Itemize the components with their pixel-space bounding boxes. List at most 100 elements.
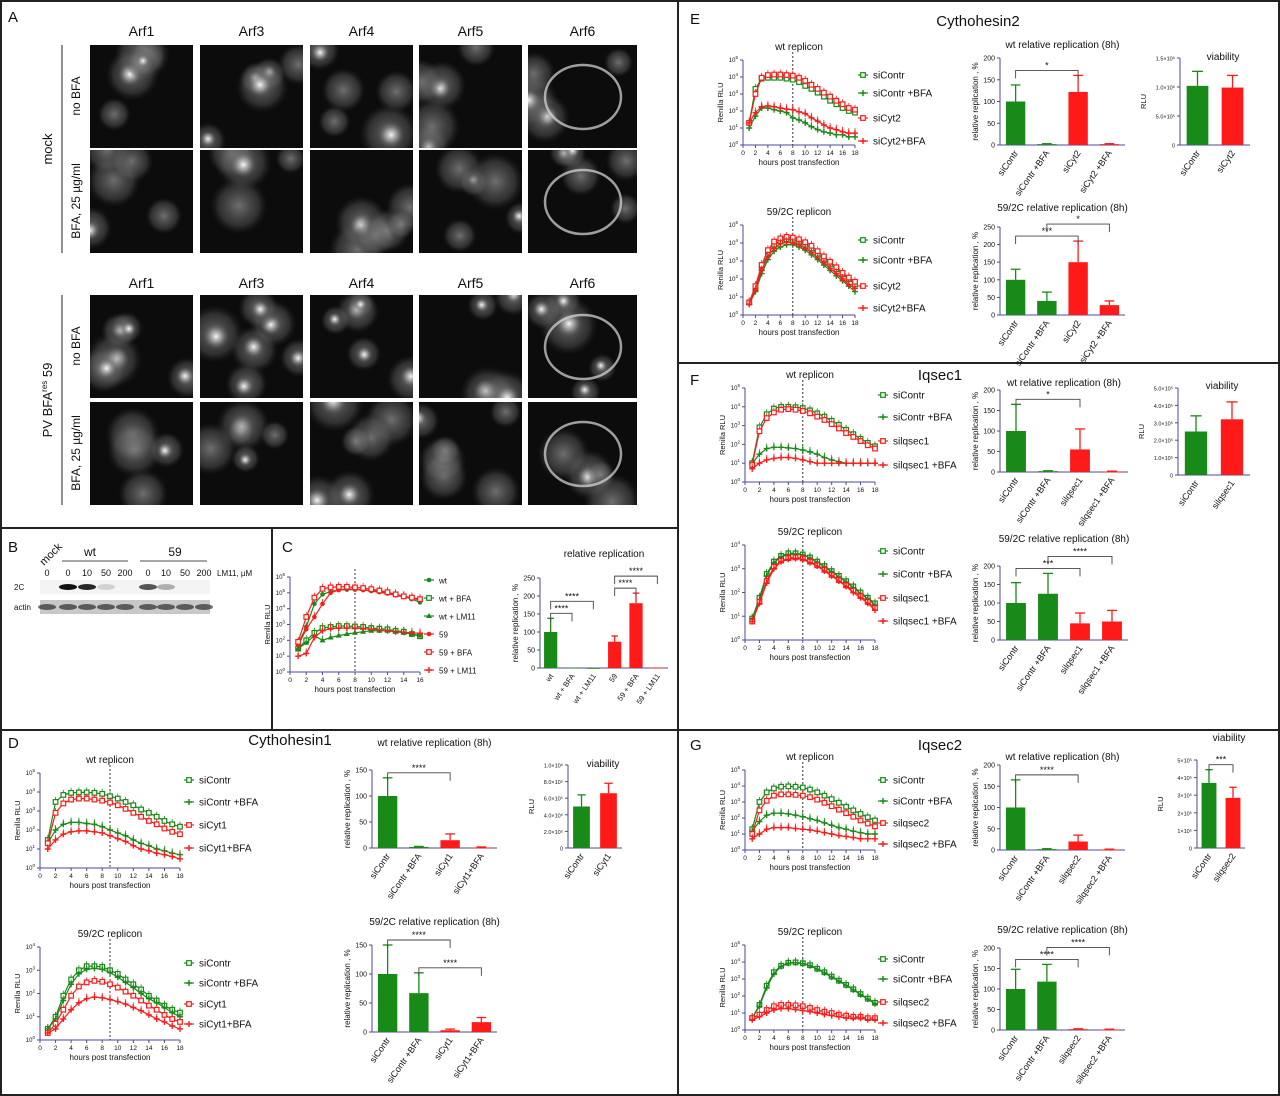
y-axis-label: Renilla RLU	[716, 82, 725, 122]
data-point	[807, 410, 813, 417]
significance-label: *	[1076, 214, 1080, 224]
data-point	[68, 1006, 75, 1013]
data-point	[295, 645, 302, 651]
lane-label: 0	[65, 568, 70, 578]
data-point	[778, 444, 785, 451]
data-point	[138, 846, 145, 852]
data-point	[60, 821, 67, 828]
data-point	[153, 1016, 160, 1022]
y-tick-label: 0	[363, 846, 367, 853]
micrograph	[528, 45, 637, 148]
x-tick-label: 8	[100, 1045, 104, 1052]
legend-item: siContr +BFA	[878, 413, 953, 424]
panel-a-microscopy: Arf1 Arf3 Arf4 Arf5 Arf6 mock no BFA BFA, 25 µg…	[40, 23, 637, 505]
data-point	[758, 103, 765, 110]
legend-marker	[426, 667, 432, 673]
x-tick-label: 14	[145, 873, 153, 880]
bar	[1005, 101, 1026, 145]
micrograph	[90, 402, 193, 505]
bar	[1005, 989, 1026, 1030]
legend-item: silqsec1 +BFA	[878, 461, 957, 472]
category-label: 59	[607, 672, 619, 684]
legend-label: siContr	[893, 776, 925, 787]
bar	[1038, 471, 1058, 472]
significance-label: ****	[618, 578, 633, 588]
series-line	[751, 1008, 875, 1021]
data-point	[778, 783, 785, 790]
data-point	[145, 809, 152, 816]
bar	[377, 796, 398, 848]
data-point	[799, 960, 806, 967]
data-point	[843, 1015, 850, 1022]
x-tick-label: 18	[871, 855, 879, 862]
data-point	[138, 997, 145, 1004]
data-point	[384, 589, 391, 596]
y-tick-label: 100	[983, 277, 995, 284]
x-tick-label: 18	[176, 1045, 184, 1052]
y-tick-label: 103	[731, 974, 741, 983]
bar	[608, 641, 622, 668]
data-point	[802, 245, 809, 252]
data-point	[343, 631, 350, 637]
data-point	[872, 445, 878, 452]
legend-item: siContr	[878, 547, 925, 558]
data-point	[138, 806, 145, 813]
y-axis-label: RLU	[1139, 94, 1148, 109]
legend-marker	[880, 414, 886, 420]
group-label-sup: res	[40, 381, 49, 392]
chart-d-59-line: 100 101 102 103 104 0 2 4 6 8 10 12 14 16 18 59/2C repl…	[13, 929, 259, 1062]
data-point	[785, 810, 792, 817]
data-point	[799, 408, 806, 414]
legend-item: silqsec1	[878, 594, 930, 605]
bar	[586, 668, 600, 669]
legend-item: siContr +BFA	[878, 797, 953, 808]
legend-label: silqsec1 +BFA	[893, 461, 957, 472]
data-point	[770, 444, 777, 451]
data-point	[335, 632, 342, 638]
bar	[471, 847, 492, 849]
series-59-bfa	[295, 581, 423, 645]
x-tick-label: 12	[814, 150, 822, 157]
y-tick-label: 104	[26, 942, 36, 951]
data-point	[807, 826, 813, 833]
x-tick-label: 4	[772, 1035, 776, 1042]
significance-bracket: ****	[550, 603, 573, 622]
category-label: siContr	[996, 853, 1021, 882]
bar	[1068, 91, 1088, 145]
y-tick-label: 104	[276, 604, 286, 613]
legend-item: siContr +BFA	[878, 570, 953, 581]
data-point	[821, 969, 828, 976]
legend-label: 59	[439, 631, 448, 640]
significance-label: ****	[1040, 765, 1055, 775]
y-tick-label: 0	[991, 848, 995, 855]
x-tick-label: 0	[743, 645, 747, 652]
data-point	[52, 827, 59, 833]
y-tick-label: 103	[731, 797, 741, 806]
x-tick-label: 2	[54, 1045, 58, 1052]
y-tick-label: 105	[729, 220, 739, 229]
x-tick-label: 16	[857, 645, 865, 652]
y-tick-label: 101	[26, 844, 36, 853]
bar	[544, 632, 558, 668]
data-point	[400, 629, 407, 636]
data-point	[864, 996, 871, 1003]
significance-bracket: ****	[614, 578, 637, 597]
data-point	[303, 650, 310, 657]
bar	[573, 806, 590, 848]
blot-row-label: actin	[14, 603, 31, 612]
data-point	[114, 835, 121, 842]
data-point	[756, 1013, 763, 1020]
data-point	[752, 109, 759, 116]
y-tick-label: 3×10⁵	[1177, 793, 1192, 800]
bar	[1221, 87, 1244, 145]
category-label: siContr	[996, 643, 1021, 672]
significance-label: ****	[565, 591, 580, 601]
data-point	[796, 108, 802, 115]
data-point	[827, 93, 834, 100]
data-point	[122, 805, 129, 812]
category-label: silqsec1	[1058, 475, 1085, 507]
y-axis-label: RLU	[1156, 796, 1165, 811]
legend-item: siContr	[878, 391, 925, 402]
